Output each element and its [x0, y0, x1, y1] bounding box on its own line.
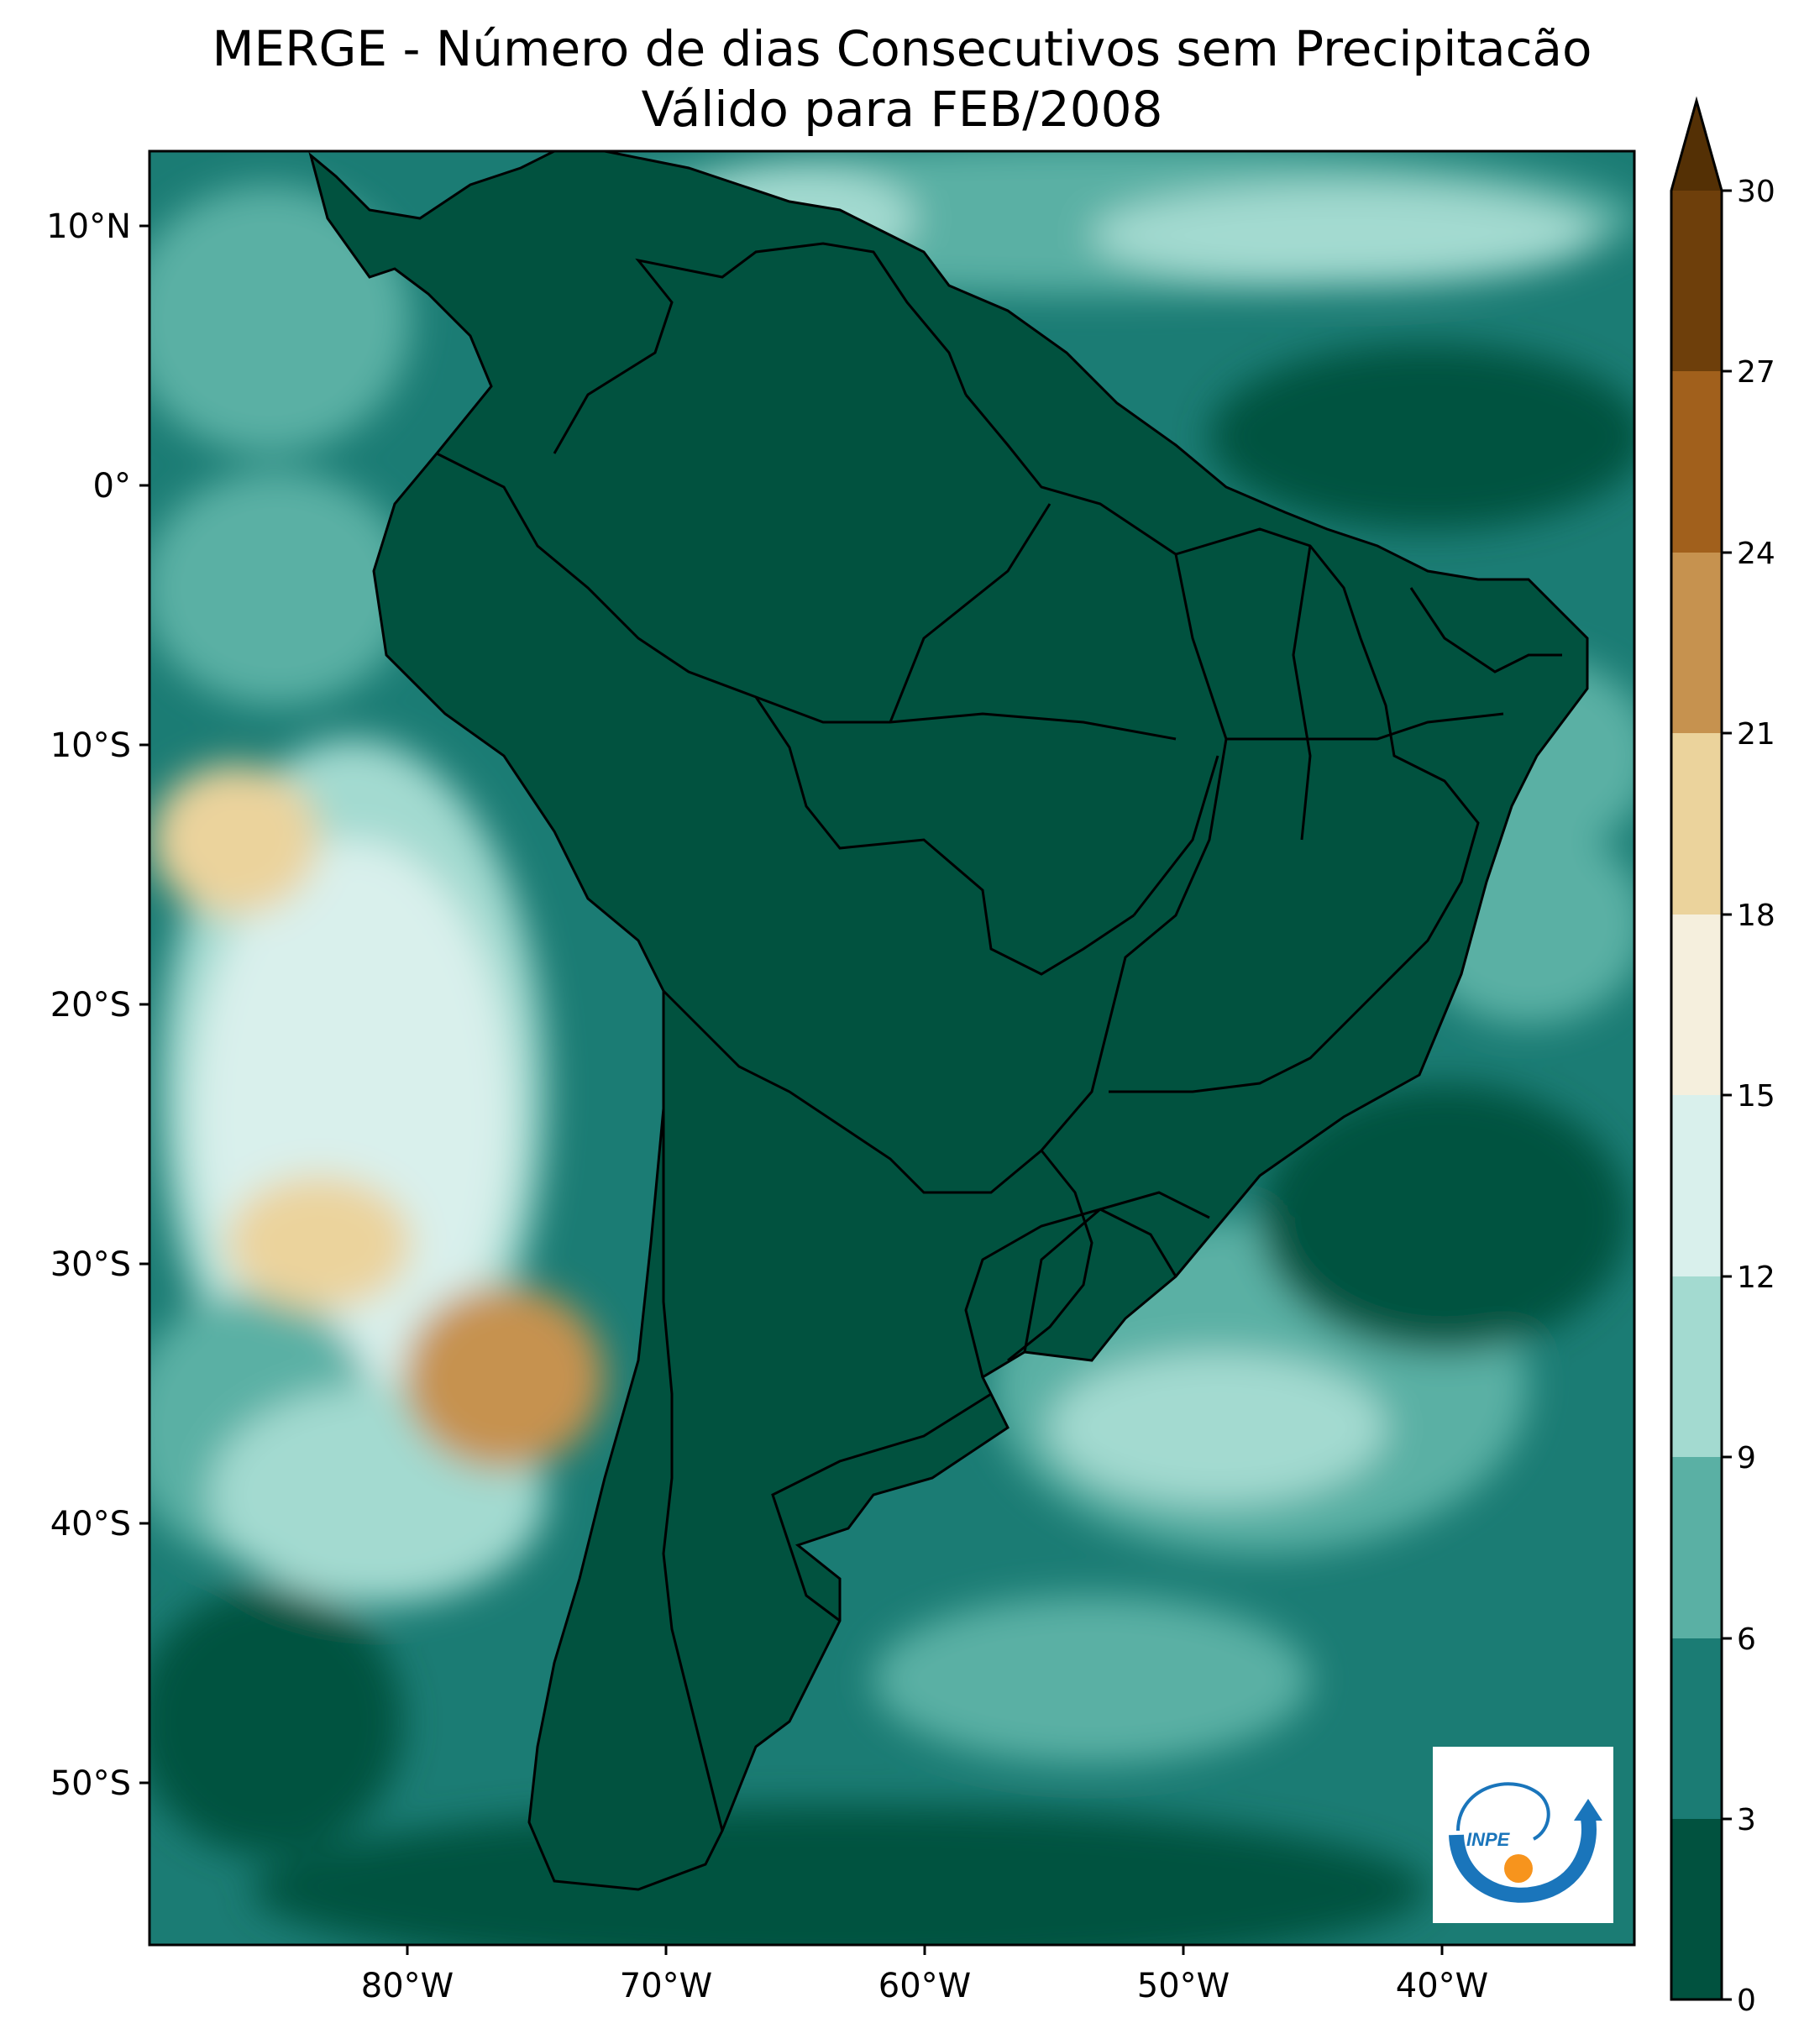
colorbar-segment — [1671, 1638, 1722, 1819]
colorbar-segment — [1671, 191, 1722, 371]
colorbar-tick-label: 0 — [1737, 1984, 1756, 2018]
lon-tick-label: 50°W — [1137, 1967, 1230, 2005]
inpe-logo-graphic: INPE — [1449, 1782, 1602, 1903]
lat-tick-label: 50°S — [50, 1764, 131, 1803]
colorbar-tick-label: 6 — [1737, 1622, 1756, 1657]
lat-tick-label: 40°S — [50, 1505, 131, 1543]
colorbar-tick-label: 18 — [1737, 899, 1775, 933]
colorbar-tick-label: 24 — [1737, 537, 1775, 571]
map-subtitle: Válido para FEB/2008 — [641, 81, 1163, 138]
colorbar-segment — [1671, 915, 1722, 1095]
colorbar-segment — [1671, 553, 1722, 733]
lon-tick-label: 80°W — [361, 1967, 454, 2005]
colorbar-segment — [1671, 733, 1722, 915]
colorbar-tick-label: 3 — [1737, 1803, 1756, 1837]
country-borders — [309, 151, 1589, 1891]
colorbar-segment — [1671, 1276, 1722, 1457]
lon-tick-label: 70°W — [620, 1967, 712, 2005]
colorbar-tick-label: 9 — [1737, 1441, 1756, 1475]
inpe-logo: INPE — [1433, 1747, 1613, 1923]
colorbar-tick-label: 15 — [1737, 1079, 1775, 1114]
longitude-axis: 80°W 70°W 60°W 50°W 40°W — [361, 1945, 1488, 2005]
colorbar-tick-label: 21 — [1737, 717, 1775, 752]
lat-tick-label: 30°S — [50, 1245, 131, 1284]
logo-text: INPE — [1466, 1829, 1511, 1850]
colorbar-tick-label: 12 — [1737, 1260, 1775, 1295]
colorbar-segment — [1671, 1095, 1722, 1276]
colorbar-segment — [1671, 1819, 1722, 1999]
colorbar-tick-label: 27 — [1737, 355, 1775, 390]
lat-tick-label: 10°S — [50, 726, 131, 765]
lat-tick-label: 10°N — [46, 207, 131, 246]
map-title: MERGE - Número de dias Consecutivos sem … — [212, 20, 1592, 77]
colorbar-segment — [1671, 371, 1722, 553]
colorbar-extend-arrow — [1671, 101, 1722, 191]
colorbar: 0 3 6 9 12 15 18 21 24 27 30 — [1670, 96, 1775, 2018]
lon-tick-label: 60°W — [878, 1967, 971, 2005]
lon-tick-label: 40°W — [1396, 1967, 1488, 2005]
colorbar-tick-label: 30 — [1737, 175, 1775, 209]
lat-tick-label: 20°S — [50, 986, 131, 1025]
colorbar-segment — [1671, 1457, 1722, 1638]
lat-tick-label: 0° — [93, 467, 131, 506]
latitude-axis: 10°N 0° 10°S 20°S 30°S 40°S 50°S — [46, 207, 149, 1803]
map-frame — [148, 149, 1636, 1947]
